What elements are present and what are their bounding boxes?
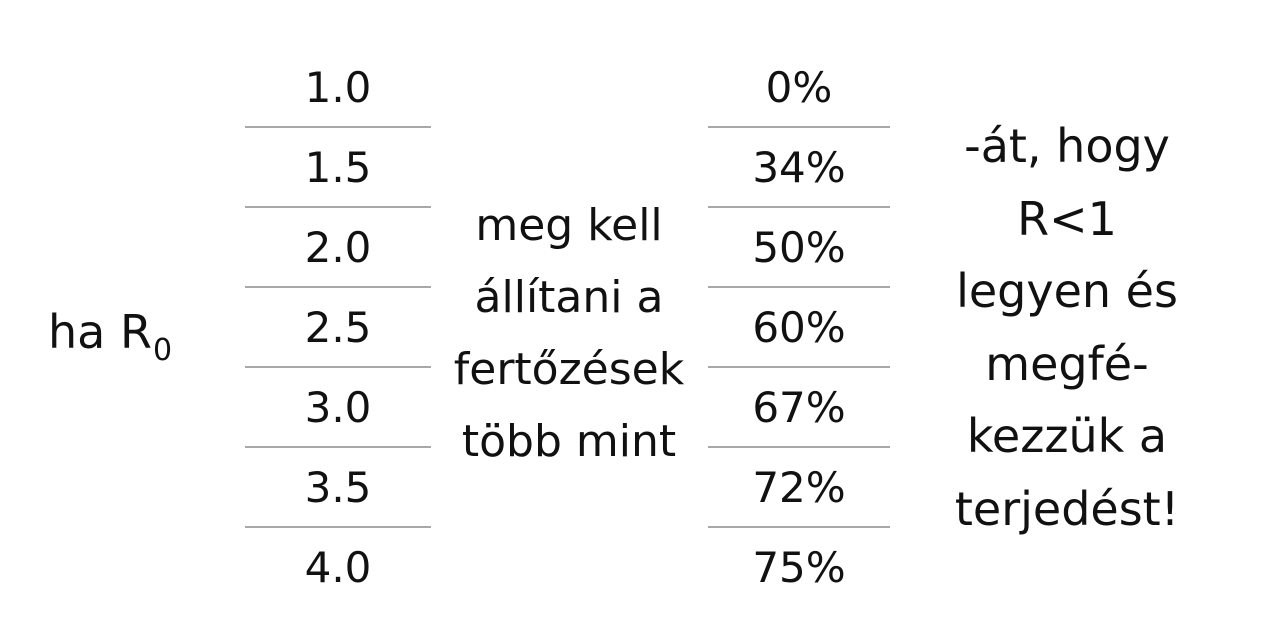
percentage-value: 67% bbox=[708, 368, 890, 448]
closing-phrase-line: terjedést! bbox=[954, 481, 1180, 536]
r0-label: ha R0 bbox=[48, 300, 172, 371]
r0-value: 2.5 bbox=[245, 288, 431, 368]
closing-phrase: -át, hogy R<1 legyen és megfé- kezzük a … bbox=[932, 110, 1202, 545]
middle-phrase-line: több mint bbox=[461, 416, 677, 467]
r0-value: 3.5 bbox=[245, 448, 431, 528]
percentage-value: 0% bbox=[708, 48, 890, 128]
r0-value: 4.0 bbox=[304, 543, 372, 592]
closing-phrase-line: megfé- bbox=[985, 336, 1149, 391]
r0-value: 3.0 bbox=[245, 368, 431, 448]
r0-values-column: 1.0 1.5 2.0 2.5 3.0 3.5 4.0 bbox=[245, 48, 431, 608]
middle-phrase: meg kell állítani a fertőzések több mint bbox=[440, 190, 698, 478]
r0-label-subscript: 0 bbox=[152, 333, 173, 368]
percentage-value: 60% bbox=[708, 288, 890, 368]
r0-value: 2.0 bbox=[245, 208, 431, 288]
percentage-value: 50% bbox=[708, 208, 890, 288]
percentage-value: 34% bbox=[708, 128, 890, 208]
middle-phrase-line: meg kell bbox=[475, 200, 663, 251]
closing-phrase-line: legyen és bbox=[956, 264, 1178, 318]
closing-phrase-line: kezzük a bbox=[966, 409, 1168, 463]
r0-value: 1.0 bbox=[245, 48, 431, 128]
percentage-column: 0% 34% 50% 60% 67% 72% 75% bbox=[708, 48, 890, 608]
percentage-value: 72% bbox=[708, 448, 890, 528]
closing-phrase-line: R<1 bbox=[1017, 191, 1117, 246]
closing-phrase-line: -át, hogy bbox=[964, 119, 1170, 173]
r0-label-text: ha R bbox=[48, 305, 152, 359]
r0-value: 1.5 bbox=[245, 128, 431, 208]
middle-phrase-line: állítani a bbox=[474, 272, 664, 323]
percentage-value: 75% bbox=[752, 543, 846, 592]
middle-phrase-line: fertőzések bbox=[453, 344, 685, 395]
